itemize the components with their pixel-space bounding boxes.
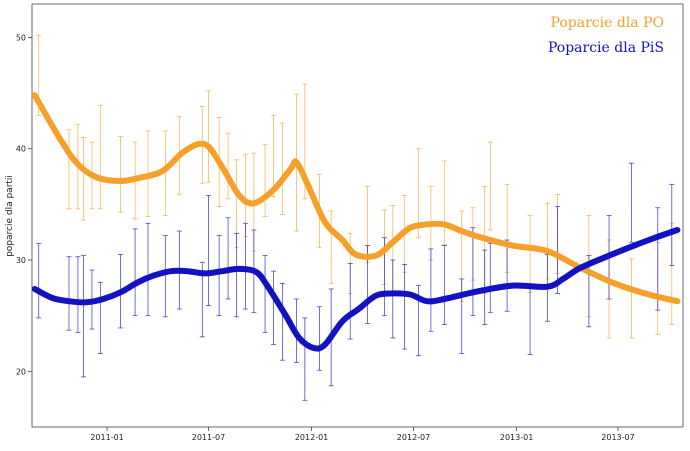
- pis-errorbar: [302, 317, 308, 401]
- pis-errorbar: [242, 222, 248, 310]
- pis-trend-line: [31, 227, 681, 352]
- pis-errorbar: [36, 242, 42, 319]
- y-tick-label: 20: [16, 367, 26, 376]
- pis-errorbar: [216, 235, 222, 317]
- pis-errorbar: [347, 262, 353, 340]
- pis-errorbar: [162, 235, 168, 318]
- pis-errorbar: [390, 259, 396, 339]
- po-errorbar: [441, 160, 447, 245]
- po-errorbar: [97, 104, 103, 210]
- pis-errorbar: [402, 264, 408, 350]
- po-errorbar: [66, 129, 72, 210]
- pis-errorbar: [145, 222, 151, 317]
- pis-errorbar: [279, 283, 285, 361]
- pis-errorbar: [270, 270, 276, 346]
- pis-errorbar: [97, 281, 103, 354]
- pis-errorbar: [316, 306, 322, 371]
- po-errorbar: [262, 143, 268, 218]
- y-axis-label: poparcie dla partii: [5, 175, 15, 257]
- x-tick-label: 2011-07: [192, 433, 225, 442]
- pis-errorbar: [233, 232, 239, 318]
- pis-errorbar: [655, 207, 661, 311]
- y-tick-label: 40: [16, 145, 26, 154]
- x-tick-label: 2013-07: [601, 433, 634, 442]
- pis-errorbar: [470, 227, 476, 317]
- plot-area: [31, 3, 684, 428]
- x-tick-label: 2013-01: [500, 433, 533, 442]
- po-errorbar: [118, 136, 124, 213]
- y-tick-label: 30: [16, 256, 26, 265]
- pis-errorbar: [504, 239, 510, 312]
- y-axis: 20 30 40 50: [16, 33, 32, 376]
- legend-entry-po: Poparcie dla PO: [551, 15, 664, 31]
- x-tick-label: 2012-07: [397, 433, 430, 442]
- pis-errorbar: [262, 255, 268, 333]
- po-trend-line: [31, 92, 681, 305]
- pis-errorbar: [205, 195, 211, 307]
- trend-lines-layer: [31, 92, 681, 352]
- po-errorbar: [270, 114, 276, 197]
- x-tick-label: 2012-01: [295, 433, 328, 442]
- pis-errorbar: [75, 256, 81, 333]
- po-errorbar: [81, 137, 87, 221]
- po-errorbar: [162, 130, 168, 216]
- x-axis: 2011-01 2011-07 2012-01 2012-07 2013-01 2013-…: [90, 427, 635, 442]
- pis-errorbar: [81, 255, 87, 378]
- pis-errorbar: [459, 278, 465, 354]
- legend-entry-pis: Poparcie dla PiS: [548, 40, 664, 56]
- po-errorbar: [205, 90, 211, 183]
- legend: Poparcie dla PO Poparcie dla PiS: [548, 15, 664, 56]
- po-errorbar: [328, 210, 334, 284]
- po-errorbar: [487, 141, 493, 231]
- pis-errorbar: [669, 183, 675, 266]
- pis-errorbar: [66, 256, 72, 331]
- pis-errorbar: [441, 245, 447, 325]
- x-tick-label: 2011-01: [90, 433, 123, 442]
- po-errorbar: [628, 258, 634, 339]
- pis-errorbar: [555, 206, 561, 294]
- po-errorbar: [279, 122, 285, 215]
- pis-errorbar: [586, 255, 592, 328]
- y-tick-label: 50: [16, 33, 26, 42]
- pis-errorbar: [132, 228, 138, 317]
- pis-errorbar: [428, 248, 434, 332]
- po-errorbar: [225, 132, 231, 200]
- pis-errorbar: [225, 217, 231, 300]
- pis-errorbar: [628, 162, 634, 243]
